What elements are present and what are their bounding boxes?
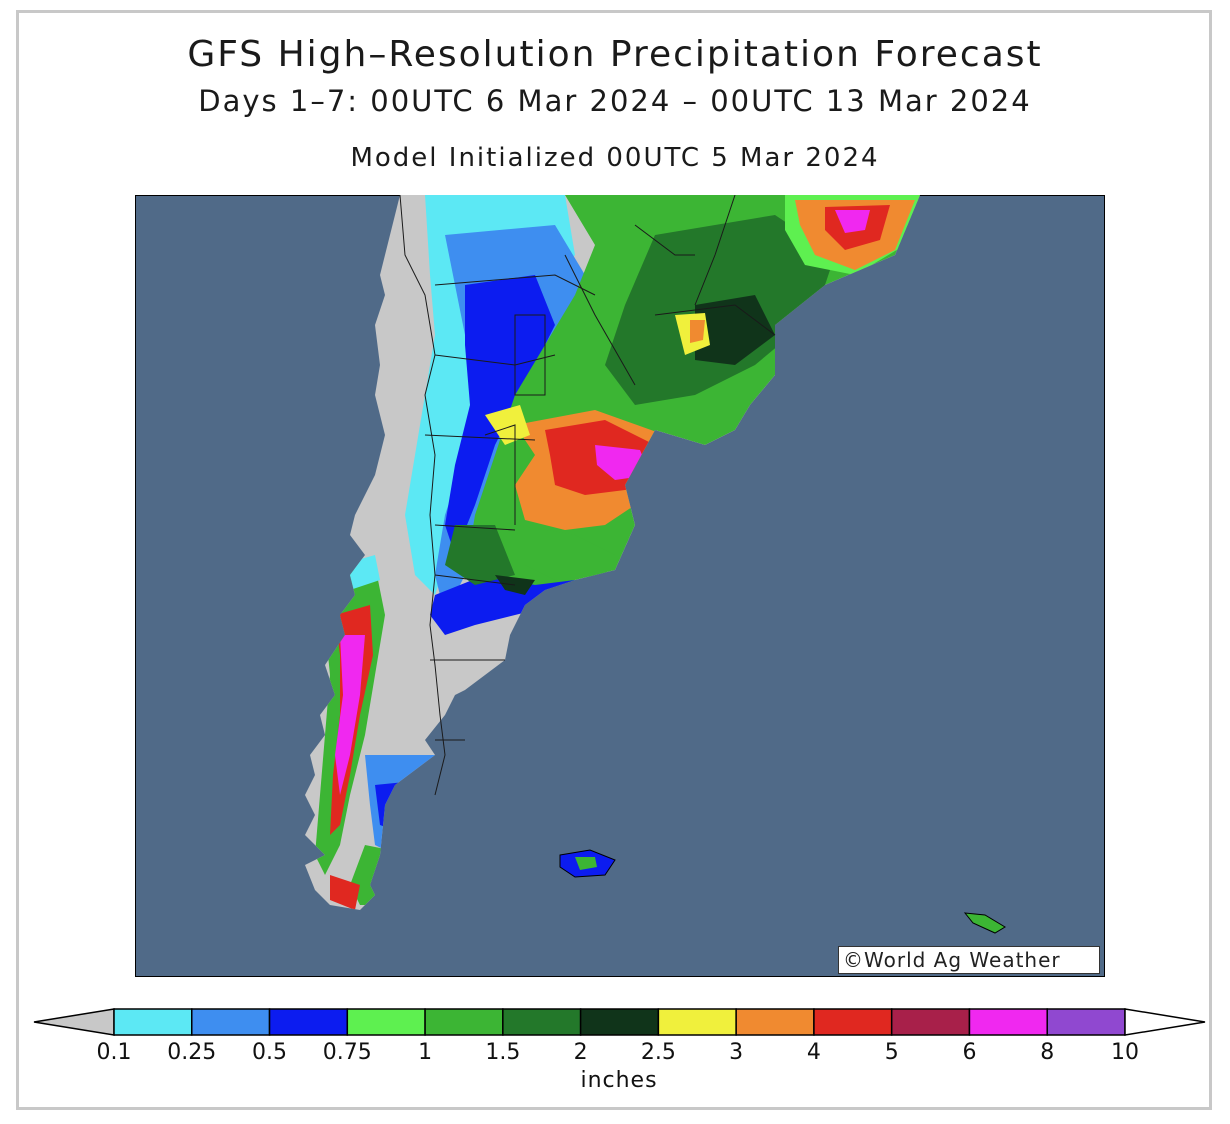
colorbar-tick-label: 10 [1111, 1040, 1139, 1065]
colorbar-bin [268, 1008, 349, 1036]
colorbar-tick-label: 0.5 [252, 1040, 288, 1065]
colorbar-bin [113, 1008, 193, 1036]
colorbar-bin [890, 1008, 971, 1036]
colorbar-over-arrow [1124, 1008, 1206, 1036]
forecast-period: Days 1–7: 00UTC 6 Mar 2024 – 00UTC 13 Ma… [198, 84, 1032, 118]
colorbar-bin [424, 1008, 504, 1036]
precipitation-map [135, 195, 1105, 977]
map-title: GFS High–Resolution Precipitation Foreca… [187, 34, 1043, 75]
colorbar-tick-label: 1.5 [485, 1040, 521, 1065]
colorbar-bin [735, 1008, 815, 1036]
colorbar-bin [657, 1008, 737, 1036]
precipitation-fill [315, 195, 920, 910]
political-boundaries [399, 195, 776, 796]
colorbar-tick-label: 4 [806, 1040, 821, 1065]
colorbar-tick-label: 8 [1040, 1040, 1055, 1065]
colorbar-tick-label: 0.25 [167, 1040, 217, 1065]
colorbar-bin [1046, 1008, 1126, 1036]
colorbar-bin [813, 1008, 893, 1036]
colorbar-unit: inches [580, 1068, 658, 1093]
colorbar-tick-label: 0.1 [96, 1040, 132, 1065]
colorbar-bin [579, 1008, 660, 1036]
colorbar-bin [191, 1008, 271, 1036]
colorbar-bin [502, 1008, 582, 1036]
precipitation-colorbar [33, 1008, 1206, 1036]
colorbar-tick-label: 6 [962, 1040, 977, 1065]
colorbar-tick-label: 5 [884, 1040, 899, 1065]
colorbar-tick-label: 3 [729, 1040, 744, 1065]
south-georgia [963, 912, 1006, 934]
colorbar-under-arrow [33, 1008, 115, 1036]
colorbar-bin [968, 1008, 1048, 1036]
colorbar-tick-label: 0.75 [322, 1040, 372, 1065]
colorbar-tick-label: 2 [573, 1040, 588, 1065]
colorbar-tick-label: 2.5 [640, 1040, 676, 1065]
copyright-credit: ©World Ag Weather [838, 946, 1100, 974]
colorbar-bin [346, 1008, 426, 1036]
model-init-time: Model Initialized 00UTC 5 Mar 2024 [350, 143, 880, 173]
colorbar-tick-label: 1 [418, 1040, 433, 1065]
